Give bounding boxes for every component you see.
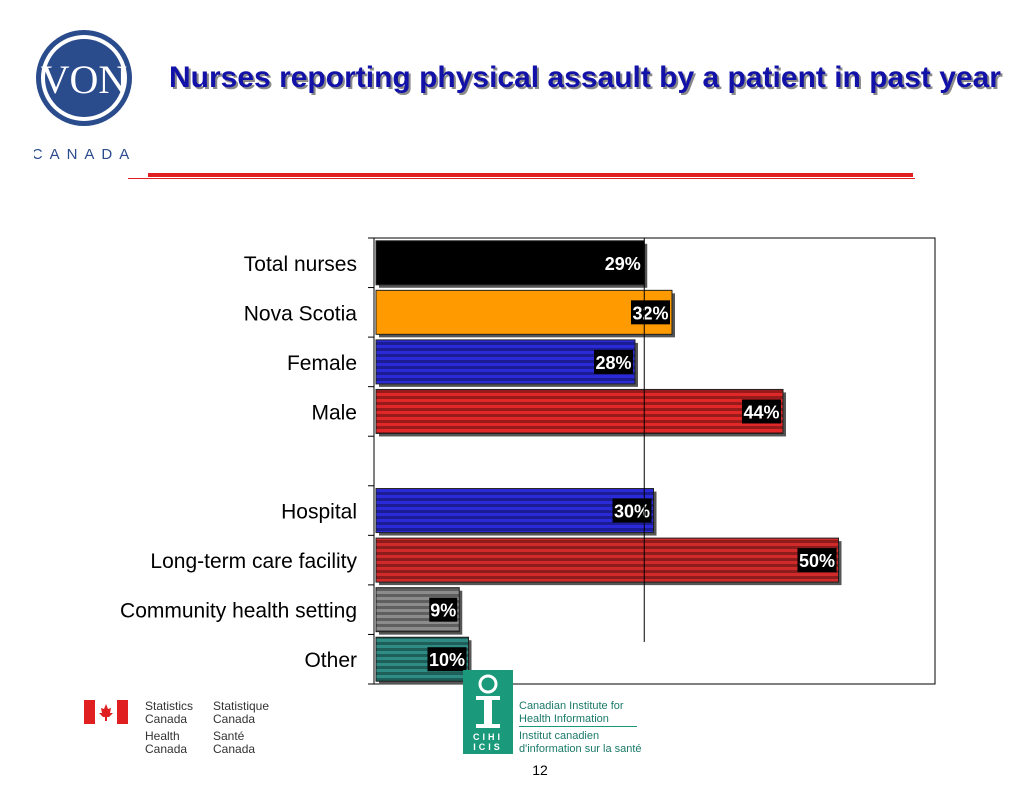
value-label: 32% [632,303,668,323]
cihi-en-label: Canadian Institute for Health Informatio… [519,700,624,725]
category-label: Female [287,352,357,375]
cihi-acronym-en: CIHI [473,732,503,742]
slide-title: Nurses reporting physical assault by a p… [169,61,1001,94]
cihi-icon: CIHI ICIS [463,670,513,754]
bar-stripes [376,488,654,533]
title-underline [148,173,913,177]
value-label-box [742,399,781,424]
canada-flag-icon [84,700,128,724]
bar [375,289,673,335]
value-label: 44% [743,402,779,422]
value-label: 30% [614,502,650,522]
logo-subtext: CANADA [34,146,136,163]
value-label: 50% [799,551,835,571]
value-label: 29% [605,254,641,274]
bar-stripes [376,339,635,384]
value-label: 9% [430,601,456,621]
value-label-box [429,597,458,622]
value-label-box [797,548,837,573]
value-label-box [612,498,652,523]
page-number: 12 [532,762,548,778]
category-label: Male [311,401,357,424]
category-label: Other [304,649,357,672]
category-label: Long-term care facility [150,550,357,573]
category-label: Community health setting [120,600,357,623]
bar-stripes [376,389,783,434]
government-logos: Statistics Canada Statistique Canada Hea… [84,698,284,762]
cihi-acronym-fr: ICIS [473,742,503,752]
category-label: Hospital [281,501,357,524]
category-labels-group: Total nurses Nova Scotia Female Male Hospita… [120,253,357,672]
cihi-divider [519,726,637,727]
cihi-logo: CIHI ICIS Canadian Institute for Health … [463,670,653,755]
value-label: 28% [595,353,631,373]
category-label: Nova Scotia [244,302,358,325]
cihi-fr-label: Institut canadien d'information sur la s… [519,730,642,755]
health-canada-en-label: Health Canada [145,729,188,756]
von-canada-logo: VON CANADA [32,30,144,170]
title-underline-thin [128,178,915,179]
von-logo-graphic: VON CANADA [32,30,136,163]
health-canada-fr-label: Santé Canada [213,729,256,756]
statcan-fr-label: Statistique Canada [213,699,270,726]
statcan-en-label: Statistics Canada [145,699,194,726]
plot-border [373,237,936,685]
value-label: 10% [429,650,465,670]
value-label-box [603,250,643,275]
plot-area [368,237,936,685]
value-label-box [427,647,467,672]
value-label-box [594,349,633,374]
value-label-box [631,300,670,325]
bar [375,240,645,286]
bars-group: 29% 32% 28% 44% 30% 50% 9% 10% [375,238,842,685]
logo-wordmark: VON [41,57,128,102]
category-label: Total nurses [244,253,357,276]
bar-stripes [376,538,839,583]
